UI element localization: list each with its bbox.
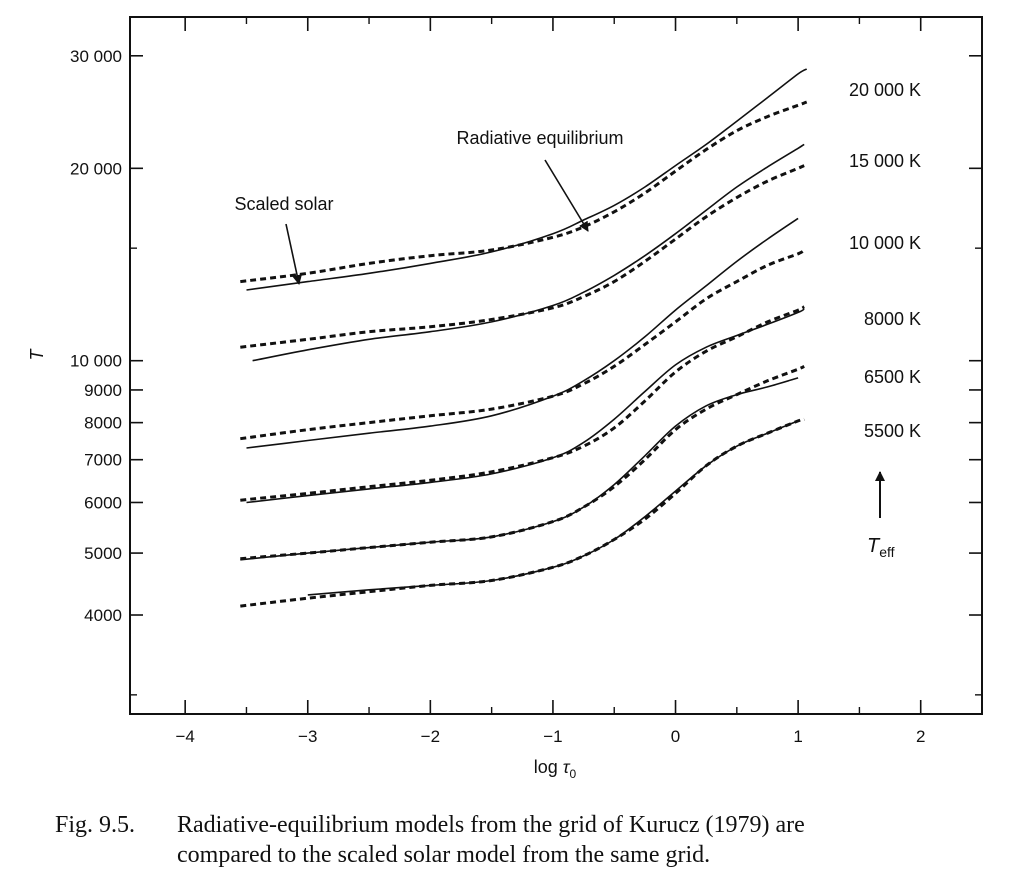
series-line-scaled-solar [240,364,805,561]
arrow-radiative-equilibrium [544,159,589,232]
x-tick-label: −3 [298,727,317,746]
chart: 20 000 K 15 000 K 10 000 K 8000 K 6500 K 5500… [27,16,983,781]
series-line-radiative-equilibrium [246,68,808,291]
series-label: 15 000 K [849,151,921,171]
series-label: 20 000 K [849,80,921,100]
teff-label-main: T [867,535,881,557]
annotation-scaled-solar: Scaled solar [234,194,333,214]
series-line-scaled-solar [240,417,805,608]
series-line-radiative-equilibrium [246,217,799,449]
y-tick-label: 6000 [84,493,122,512]
y-tick-label: 10 000 [70,352,122,371]
y-tick-label: 9000 [84,381,122,400]
x-tick-label: −4 [175,727,194,746]
arrow-scaled-solar [285,223,302,285]
plot-frame [129,16,983,715]
series-line-radiative-equilibrium [252,143,805,362]
x-tick-label: −1 [543,727,562,746]
series-label: 6500 K [864,367,921,387]
tick-labels: −4 −3 −2 −1 0 1 2 30 000 20 000 10 000 9000 8000 700… [70,47,925,746]
figure-caption: Fig. 9.5. Radiative-equilibrium models fr… [55,810,1015,870]
teff-label: Teff [867,535,895,560]
caption-figure-number: Fig. 9.5. [55,812,136,838]
caption-line-1: Radiative-equilibrium models from the gr… [177,812,805,838]
x-tick-label: −2 [421,727,440,746]
y-axis-label: T [27,348,47,361]
series-lines: 20 000 K 15 000 K 10 000 K 8000 K 6500 K 5500… [240,68,921,608]
y-tick-label: 30 000 [70,47,122,66]
series-line-scaled-solar [240,305,805,502]
x-axis-label-tau: τ [563,757,571,777]
x-tick-label: 1 [793,727,802,746]
axis-ticks [130,17,983,714]
series-label: 5500 K [864,421,921,441]
teff-label-sub: eff [879,544,894,560]
x-tick-label: 0 [671,727,680,746]
series-label: 8000 K [864,309,921,329]
series-line-scaled-solar [240,164,805,349]
x-axis-label: log τ0 [534,757,577,781]
y-tick-label: 5000 [84,544,122,563]
series-line-scaled-solar [240,248,806,441]
series-line-scaled-solar [240,100,808,284]
y-tick-label: 4000 [84,606,122,625]
x-tick-label: 2 [916,727,925,746]
caption-line-2: compared to the scaled solar model from … [177,842,711,868]
series-label: 10 000 K [849,233,921,253]
y-tick-label: 8000 [84,414,122,433]
y-tick-label: 20 000 [70,159,122,178]
x-axis-label-sub: 0 [570,767,577,781]
y-tick-label: 7000 [84,451,122,470]
x-axis-label-main: log [534,757,563,777]
annotation-radiative-equilibrium: Radiative equilibrium [456,128,623,148]
